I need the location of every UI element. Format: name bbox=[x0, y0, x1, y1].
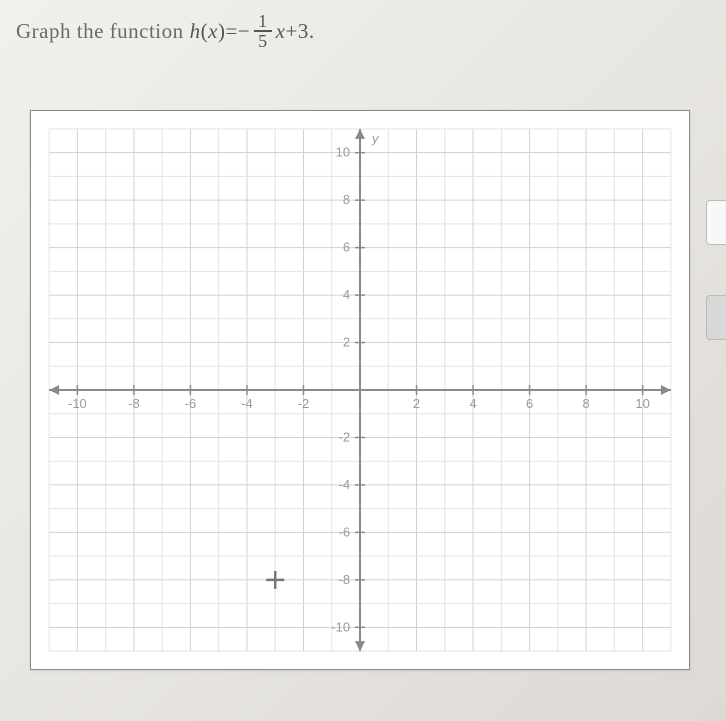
func-name: h bbox=[190, 19, 201, 44]
svg-text:-2: -2 bbox=[339, 429, 351, 444]
open-paren: ( bbox=[201, 19, 209, 44]
svg-text:4: 4 bbox=[343, 287, 350, 302]
close-paren: ) bbox=[218, 19, 226, 44]
svg-text:-10: -10 bbox=[68, 396, 87, 411]
plus-sign: + bbox=[285, 19, 297, 44]
svg-text:-4: -4 bbox=[339, 477, 351, 492]
svg-text:10: 10 bbox=[635, 396, 649, 411]
svg-text:-4: -4 bbox=[241, 396, 253, 411]
svg-text:-8: -8 bbox=[128, 396, 140, 411]
svg-text:-6: -6 bbox=[339, 524, 351, 539]
fraction: 1 5 bbox=[254, 12, 272, 50]
equals-sign: = bbox=[225, 19, 237, 44]
svg-text:10: 10 bbox=[336, 145, 350, 160]
func-arg: x bbox=[208, 19, 218, 44]
svg-text:6: 6 bbox=[343, 240, 350, 255]
equation: h ( x ) = − 1 5 x + 3 . bbox=[190, 12, 315, 50]
tool-button-2[interactable] bbox=[706, 295, 726, 340]
period: . bbox=[309, 19, 315, 44]
svg-text:-10: -10 bbox=[331, 619, 350, 634]
variable-x: x bbox=[276, 19, 286, 44]
svg-text:8: 8 bbox=[582, 396, 589, 411]
svg-text:2: 2 bbox=[413, 396, 420, 411]
svg-text:-2: -2 bbox=[298, 396, 310, 411]
svg-text:4: 4 bbox=[469, 396, 476, 411]
constant: 3 bbox=[298, 19, 309, 44]
question-prompt: Graph the function h ( x ) = − 1 5 x + 3… bbox=[16, 12, 716, 50]
prompt-lead: Graph the function bbox=[16, 19, 184, 44]
svg-text:-6: -6 bbox=[185, 396, 197, 411]
svg-text:2: 2 bbox=[343, 335, 350, 350]
denominator: 5 bbox=[254, 32, 272, 50]
negative-sign: − bbox=[238, 19, 250, 44]
tool-button-1[interactable] bbox=[706, 200, 726, 245]
worksheet-page: Graph the function h ( x ) = − 1 5 x + 3… bbox=[0, 0, 726, 721]
graph-area[interactable]: -10-8-6-4-2246810-10-8-6-4-2246810y bbox=[30, 110, 690, 670]
side-toolbar bbox=[706, 200, 726, 400]
svg-text:8: 8 bbox=[343, 192, 350, 207]
svg-text:-8: -8 bbox=[339, 572, 351, 587]
svg-text:6: 6 bbox=[526, 396, 533, 411]
coordinate-grid[interactable]: -10-8-6-4-2246810-10-8-6-4-2246810y bbox=[31, 111, 689, 669]
numerator: 1 bbox=[254, 12, 272, 30]
